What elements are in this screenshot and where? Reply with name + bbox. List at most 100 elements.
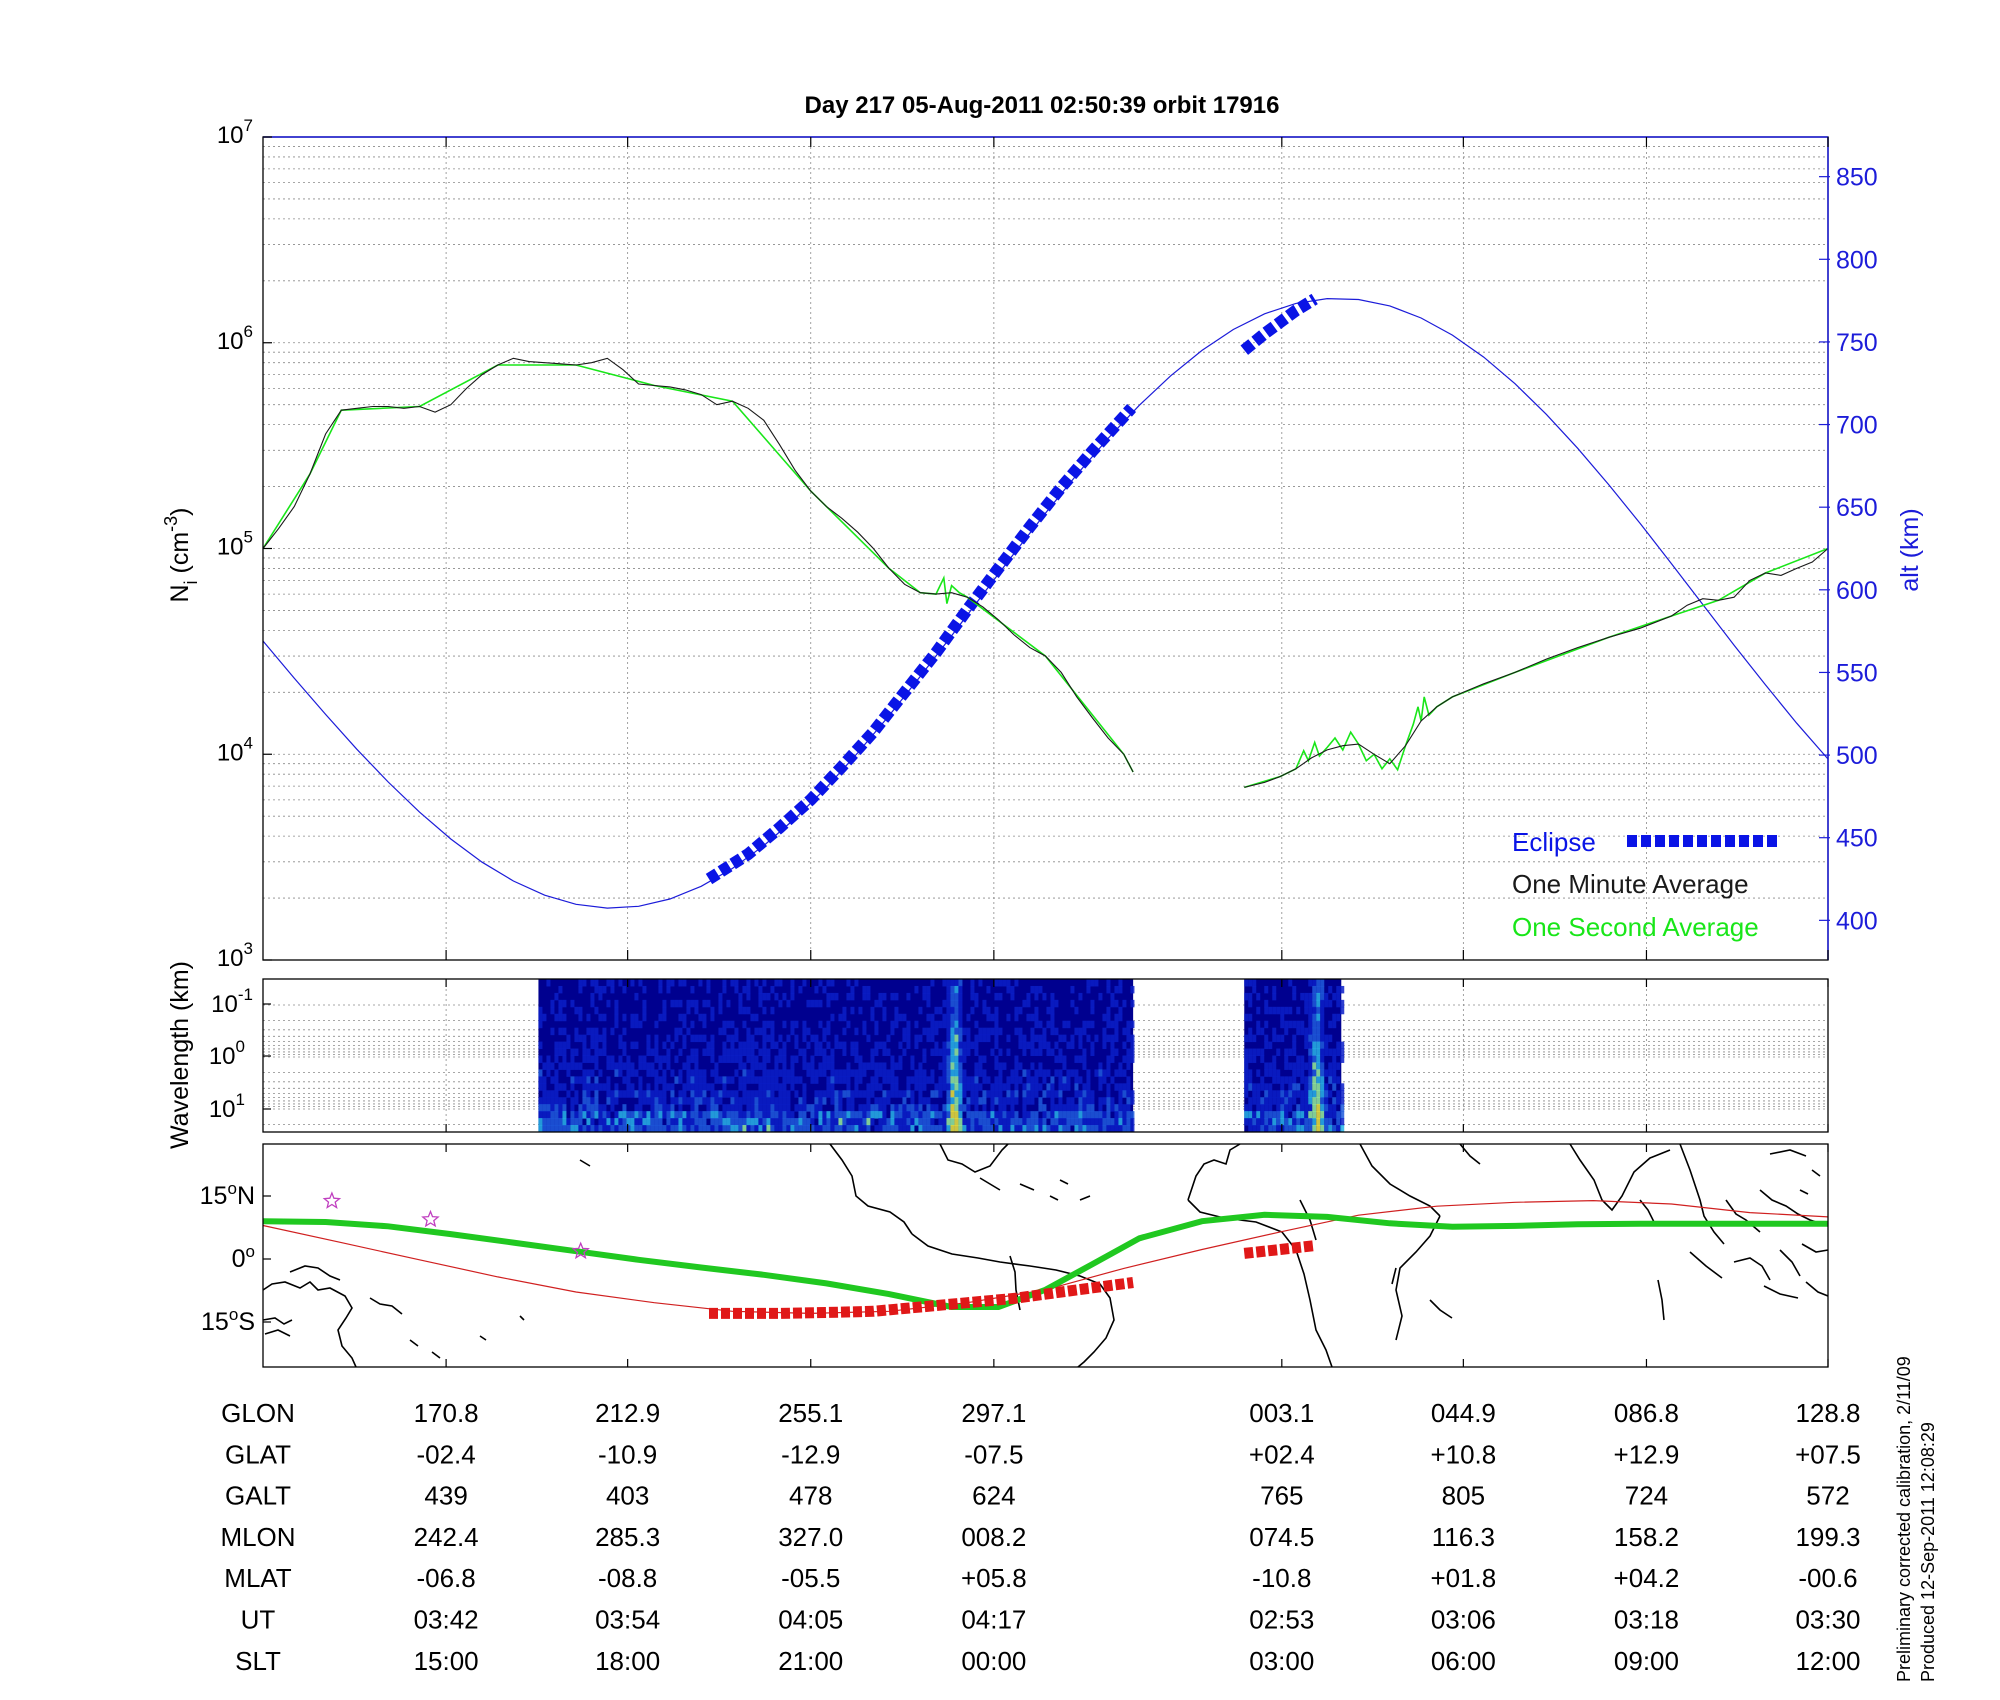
heatmap-cell <box>946 1118 951 1126</box>
heatmap-cell <box>1280 1020 1285 1029</box>
heatmap-cell <box>1308 1069 1313 1077</box>
heatmap-cell <box>742 1048 747 1056</box>
heatmap-cell <box>702 1090 707 1098</box>
table-cell: 439 <box>424 1481 467 1511</box>
heatmap-cell <box>946 1069 951 1077</box>
heatmap-cell <box>598 1034 603 1043</box>
heatmap-cell <box>1078 1111 1083 1119</box>
heatmap-cell <box>742 1006 747 1015</box>
heatmap-cell <box>978 1083 983 1091</box>
heatmap-cell <box>718 992 723 1001</box>
heatmap-cell <box>1106 1104 1111 1112</box>
heatmap-cell <box>778 1048 783 1056</box>
heatmap-cell <box>658 979 663 987</box>
heatmap-cell <box>1026 1125 1031 1133</box>
heatmap-cell <box>874 999 879 1008</box>
heatmap-cell <box>1316 1083 1321 1091</box>
heatmap-cell <box>842 1048 847 1056</box>
heatmap-cell <box>690 1125 695 1133</box>
heatmap-cell <box>758 1104 763 1112</box>
heatmap-cell <box>1082 1111 1087 1119</box>
heatmap-cell <box>946 1062 951 1070</box>
heatmap-cell <box>914 1104 919 1112</box>
heatmap-cell <box>538 1125 543 1133</box>
heatmap-cell <box>718 1125 723 1133</box>
heatmap-cell <box>806 1125 811 1133</box>
coastline <box>1569 1143 1671 1212</box>
heatmap-cell <box>758 992 763 1001</box>
heatmap-cell <box>682 1111 687 1119</box>
heatmap-cell <box>730 1118 735 1126</box>
heatmap-cell <box>1320 1097 1325 1105</box>
heatmap-cell <box>782 1020 787 1029</box>
heatmap-cell <box>1102 1111 1107 1119</box>
heatmap-cell <box>1328 1069 1333 1077</box>
heatmap-cell <box>1320 1111 1325 1119</box>
heatmap-cell <box>842 1118 847 1126</box>
heatmap-cell <box>650 1097 655 1105</box>
heatmap-cell <box>550 1090 555 1098</box>
heatmap-cell <box>970 1041 975 1050</box>
heatmap-cell <box>1130 1118 1135 1126</box>
heatmap-cell <box>1284 1125 1289 1133</box>
coastline <box>409 1339 419 1347</box>
heatmap-cell <box>1320 1083 1325 1091</box>
map-y-tick-degrees: 0 <box>232 1245 246 1273</box>
heatmap-cell <box>990 1125 995 1133</box>
heatmap-cell <box>942 1125 947 1133</box>
heatmap-cell <box>870 1055 875 1063</box>
heatmap-cell <box>1332 1062 1337 1070</box>
heatmap-cell <box>1296 1020 1301 1029</box>
heatmap-cell <box>830 1083 835 1091</box>
heatmap-cell <box>762 992 767 1001</box>
heatmap-cell <box>954 1125 959 1133</box>
heatmap-cell <box>994 1041 999 1050</box>
heatmap-cell <box>1316 1062 1321 1070</box>
heatmap-cell <box>762 1111 767 1119</box>
heatmap-cell <box>1026 1041 1031 1050</box>
heatmap-cell <box>834 1097 839 1105</box>
heatmap-cell <box>802 1048 807 1056</box>
heatmap-cell <box>710 1097 715 1105</box>
heatmap-cell <box>594 1041 599 1050</box>
heatmap-cell <box>882 1048 887 1056</box>
heatmap-cell <box>1082 1062 1087 1070</box>
heatmap-cell <box>746 1090 751 1098</box>
heatmap-cell <box>1118 1125 1123 1133</box>
heatmap-cell <box>1288 1104 1293 1112</box>
density-y-label-symbol: N <box>166 584 194 602</box>
heatmap-cell <box>762 1027 767 1036</box>
heatmap-cell <box>566 1041 571 1050</box>
heatmap-cell <box>1126 1034 1131 1043</box>
heatmap-cell <box>666 985 671 994</box>
heatmap-cell <box>1106 1006 1111 1015</box>
heatmap-cell <box>834 1069 839 1077</box>
eclipse-segment <box>705 403 1137 885</box>
heatmap-cell <box>558 1062 563 1070</box>
heatmap-cell <box>990 1097 995 1105</box>
heatmap-cell <box>958 979 963 987</box>
heatmap-cell <box>1122 1083 1127 1091</box>
heatmap-cell <box>722 1125 727 1133</box>
heatmap-cell <box>698 979 703 987</box>
heatmap-cell <box>1328 1020 1333 1029</box>
heatmap-cell <box>886 1125 891 1133</box>
heatmap-cell <box>854 1125 859 1133</box>
heatmap-cell <box>1074 1125 1079 1133</box>
heatmap-cell <box>1110 1125 1115 1133</box>
heatmap-cell <box>882 1104 887 1112</box>
heatmap-cell <box>930 1020 935 1029</box>
heatmap-cell <box>742 1083 747 1091</box>
heatmap-cell <box>826 1125 831 1133</box>
heatmap-cell <box>1094 1034 1099 1043</box>
heatmap-cell <box>558 999 563 1008</box>
heatmap-cell <box>862 1069 867 1077</box>
heatmap-cell <box>750 1097 755 1105</box>
heatmap-cell <box>678 1097 683 1105</box>
heatmap-cell <box>666 1048 671 1056</box>
heatmap-cell <box>890 1090 895 1098</box>
heatmap-cell <box>838 1041 843 1050</box>
heatmap-cell <box>794 1118 799 1126</box>
heatmap-cell <box>554 1097 559 1105</box>
heatmap-cell <box>1054 999 1059 1008</box>
